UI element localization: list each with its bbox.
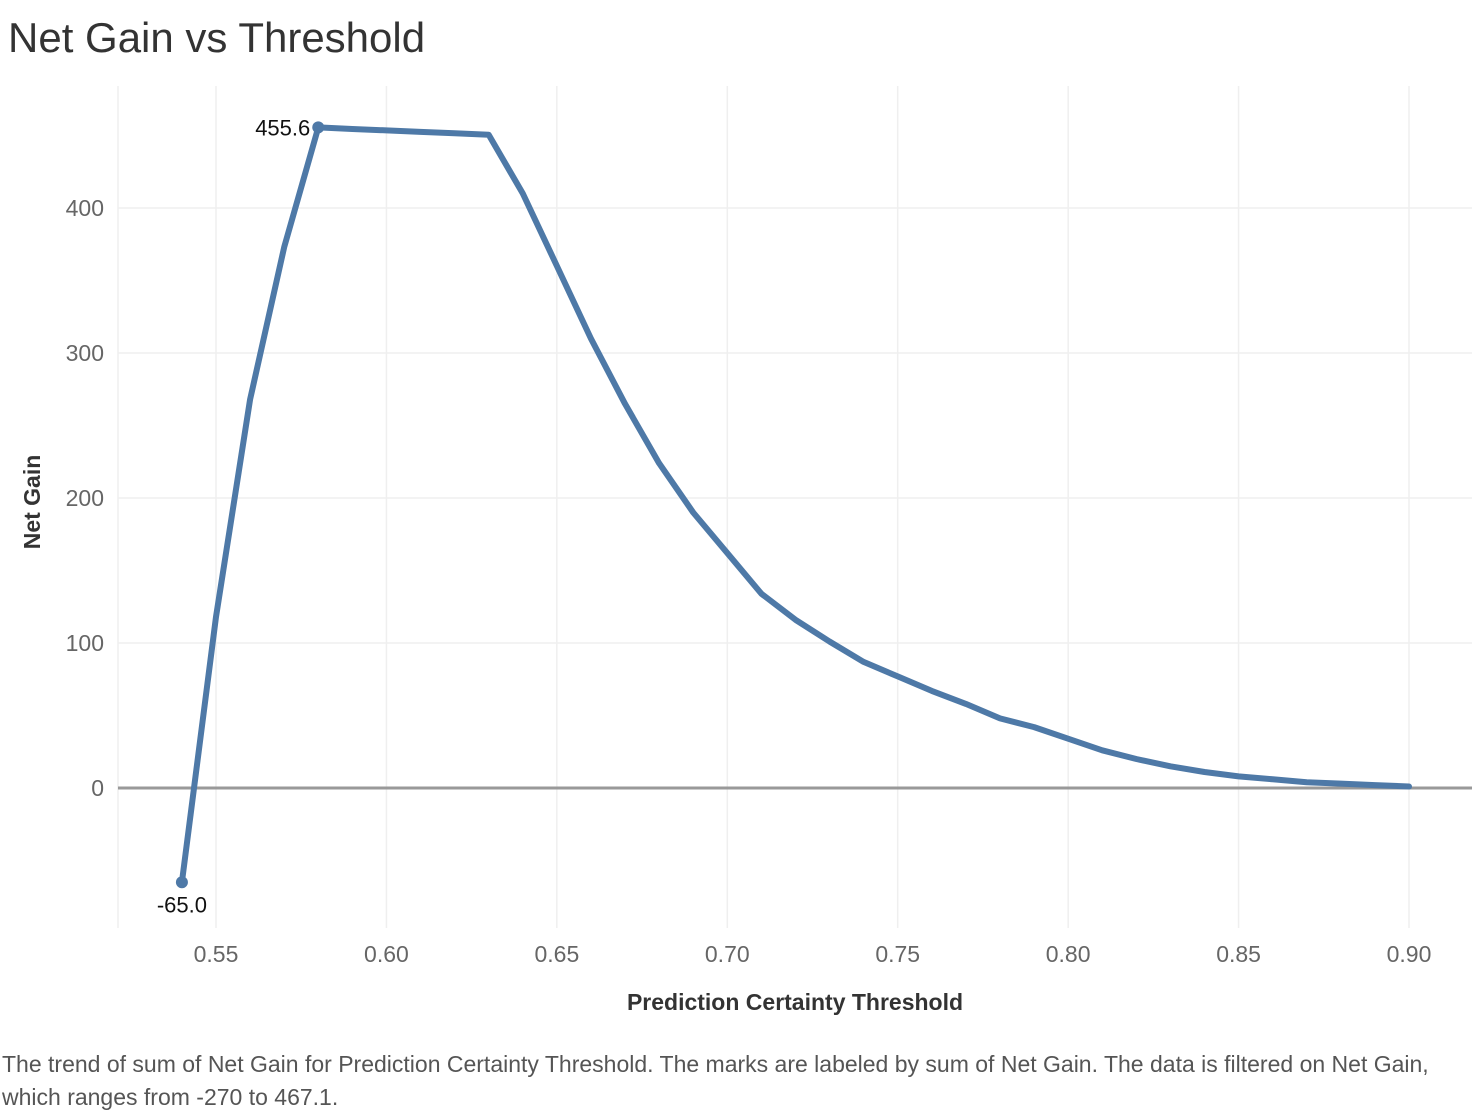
grid xyxy=(117,86,1472,928)
data-label: 455.6 xyxy=(255,115,310,140)
x-tick-label: 0.80 xyxy=(1046,941,1091,967)
chart-title: Net Gain vs Threshold xyxy=(8,14,426,61)
x-tick-label: 0.55 xyxy=(194,941,239,967)
x-tick-label: 0.75 xyxy=(875,941,920,967)
data-label: -65.0 xyxy=(157,892,207,917)
chart-caption: The trend of sum of Net Gain for Predict… xyxy=(2,1051,1429,1110)
x-tick-label: 0.85 xyxy=(1216,941,1261,967)
y-axis-title: Net Gain xyxy=(19,455,45,550)
x-axis-title: Prediction Certainty Threshold xyxy=(627,989,963,1015)
data-labels: 455.6 -65.0 xyxy=(157,115,325,917)
x-tick-label: 0.60 xyxy=(364,941,409,967)
x-tick-label: 0.65 xyxy=(534,941,579,967)
x-tick-label: 0.70 xyxy=(705,941,750,967)
y-tick-label: 0 xyxy=(91,775,104,801)
line-chart: 0.55 0.60 0.65 0.70 0.75 0.80 0.85 0.90 0 100 200 3… xyxy=(19,86,1472,1015)
net-gain-line xyxy=(178,124,1412,886)
series xyxy=(178,124,1412,886)
data-point-marker xyxy=(312,121,325,134)
y-tick-label: 300 xyxy=(66,340,104,366)
x-tick-label: 0.90 xyxy=(1387,941,1432,967)
data-point-marker xyxy=(175,876,188,889)
axes: 0.55 0.60 0.65 0.70 0.75 0.80 0.85 0.90 0 100 200 3… xyxy=(19,195,1472,1015)
y-tick-label: 400 xyxy=(66,195,104,221)
y-tick-label: 100 xyxy=(66,630,104,656)
y-tick-label: 200 xyxy=(66,485,104,511)
